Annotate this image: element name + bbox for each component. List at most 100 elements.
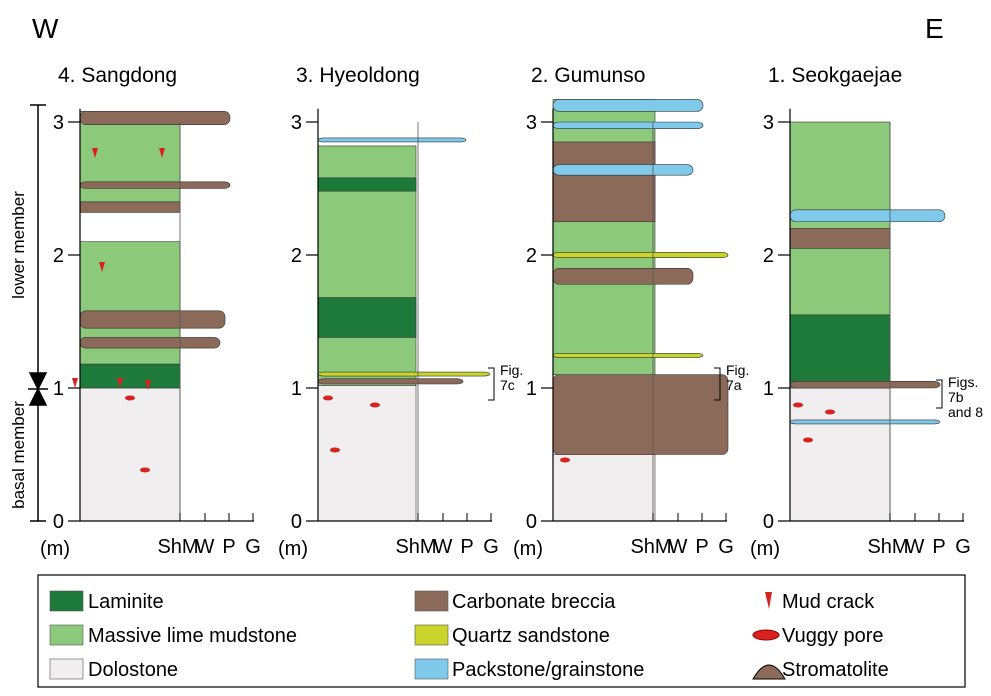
legend-label: Mud crack [782,591,875,613]
bed [789,381,941,389]
bed [317,137,467,143]
vug [793,402,803,408]
grain-label: W [196,536,215,558]
depth-tick-label: 2 [526,245,537,267]
bed [552,374,729,455]
figure-reference: Fig. [726,362,749,378]
column-title: 1. Seokgaejae [768,64,902,87]
grain-label: P [222,536,235,558]
mud-crack [72,378,78,388]
bed [79,363,181,389]
depth-tick-label: 3 [763,112,774,134]
bed [317,378,464,385]
bed [317,177,417,192]
bed [789,228,891,249]
legend-label: Packstone/grainstone [452,659,644,681]
bed [79,111,231,125]
figure-reference: Fig. [500,362,523,378]
bed [552,141,656,223]
legend-swatch [414,658,449,680]
unit-label: (m) [750,538,780,560]
bed [552,121,704,129]
legend-label: Vuggy pore [782,625,884,647]
legend-label: Laminite [88,591,164,613]
vug [330,447,340,453]
member-axis [28,104,48,522]
bed [789,419,941,425]
depth-tick-label: 1 [291,378,302,400]
bed [552,99,656,375]
vug [125,395,135,401]
legend-swatch [49,590,84,612]
bed [552,252,729,258]
bed [79,310,226,329]
mud-crack [117,378,123,388]
vug [323,395,333,401]
depth-tick-label: 2 [763,245,774,267]
legend-swatch [49,624,84,646]
vug [140,467,150,473]
legend: Laminite Massive lime mudstone Dolostone Ca… [49,590,889,681]
east-label: E [925,13,944,44]
bed [79,201,181,213]
figure-reference: 7b [948,389,964,405]
legend-swatch [414,590,449,612]
bed [552,99,704,112]
depth-tick-label: 1 [763,378,774,400]
legend-label: Carbonate breccia [452,591,616,613]
grain-label: ShM [630,536,671,558]
bed [79,387,181,522]
legend-label: Quartz sandstone [452,625,610,647]
legend-swatch [414,624,449,646]
depth-tick-label: 3 [291,112,302,134]
grain-label: G [245,536,261,558]
bracket [488,367,495,401]
grain-label: P [460,536,473,558]
legend-label: Stromatolite [782,659,889,681]
depth-tick-label: 3 [526,112,537,134]
legend-box [37,574,966,688]
unit-label: (m) [278,538,308,560]
grain-label: ShM [395,536,436,558]
bed [552,164,694,176]
grain-label: W [669,536,688,558]
grain-label: ShM [157,536,198,558]
depth-tick-label: 1 [53,378,64,400]
mud-crack [159,148,165,158]
grain-label: G [483,536,499,558]
legend-icon [752,629,780,641]
bracket [936,379,943,409]
unit-label: (m) [40,538,70,560]
figure-reference: Figs. [948,374,978,390]
bed [789,387,891,522]
depth-tick-label: 0 [526,511,537,533]
legend-swatch [49,658,84,680]
depth-tick-label: 0 [763,511,774,533]
grain-label: W [434,536,453,558]
legend-icon [765,592,772,609]
column-title: 4. Sangdong [58,64,177,87]
bed [317,371,491,377]
bed [79,337,221,349]
bed [789,314,891,382]
lower-member-label: lower member [9,191,28,299]
grain-label: ShM [867,536,908,558]
bed [79,181,231,189]
bed [552,353,704,358]
column-title: 3. Hyeoldong [296,64,420,87]
grain-label: G [718,536,734,558]
west-label: W [32,13,59,44]
bed [789,209,946,223]
basal-member-label: basal member [9,401,28,509]
vug [825,409,835,415]
bed [552,267,694,285]
legend-icon [752,664,786,680]
grain-label: P [932,536,945,558]
mud-crack [99,262,105,272]
depth-tick-label: 0 [53,511,64,533]
depth-tick-label: 2 [291,245,302,267]
